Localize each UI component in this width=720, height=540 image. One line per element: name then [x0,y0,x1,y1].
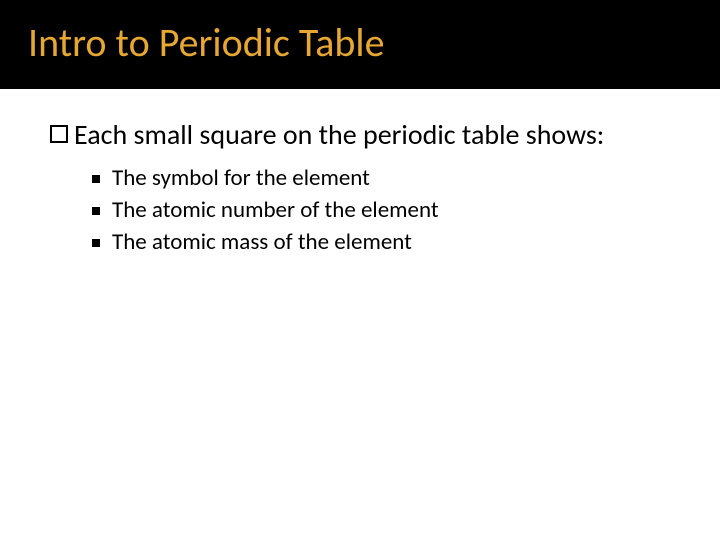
square-bullet-icon [92,239,100,247]
list-item: The atomic mass of the element [92,228,670,258]
title-bar: Intro to Periodic Table [0,0,720,89]
slide-title: Intro to Periodic Table [28,18,720,67]
checkbox-icon [50,125,68,143]
square-bullet-icon [92,175,100,183]
square-bullet-icon [92,207,100,215]
sub-bullet-text: The symbol for the element [112,164,370,194]
list-item: The symbol for the element [92,164,670,194]
main-bullet-text: Each small square on the periodic table … [74,117,604,152]
main-bullet-row: Each small square on the periodic table … [50,117,670,152]
sub-bullet-text: The atomic mass of the element [112,228,412,258]
sub-bullet-text: The atomic number of the element [112,196,439,226]
slide-content: Each small square on the periodic table … [0,89,720,258]
list-item: The atomic number of the element [92,196,670,226]
sub-bullet-list: The symbol for the element The atomic nu… [50,164,670,258]
